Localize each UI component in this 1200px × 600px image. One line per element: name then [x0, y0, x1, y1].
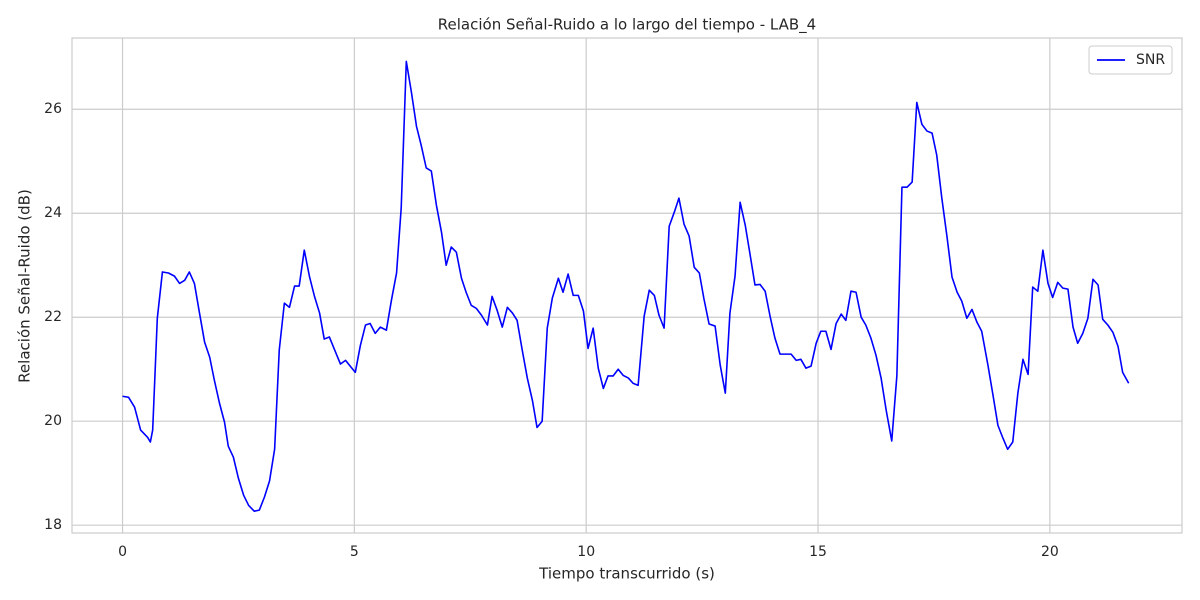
plot-frame: [71, 37, 1183, 534]
y-tick-label: 20: [44, 413, 62, 429]
y-axis-label: Relación Señal-Ruido (dB): [16, 189, 34, 383]
x-tick-label: 20: [1041, 544, 1059, 560]
x-tick-label: 10: [577, 544, 595, 560]
x-tick-label: 0: [118, 544, 127, 560]
legend-label: SNR: [1136, 52, 1165, 68]
x-tick-label: 5: [350, 544, 359, 560]
y-tick-label: 24: [44, 205, 62, 221]
legend-box: [1088, 45, 1173, 75]
y-tick-label: 26: [44, 101, 62, 117]
data-line: [122, 60, 1130, 512]
chart-title: Relación Señal-Ruido a lo largo del tiem…: [438, 16, 816, 35]
x-tick-label: 15: [809, 544, 827, 560]
y-tick-label: 18: [44, 517, 62, 533]
x-axis-label: Tiempo transcurrido (s): [538, 565, 715, 583]
y-tick-label: 22: [44, 309, 62, 325]
